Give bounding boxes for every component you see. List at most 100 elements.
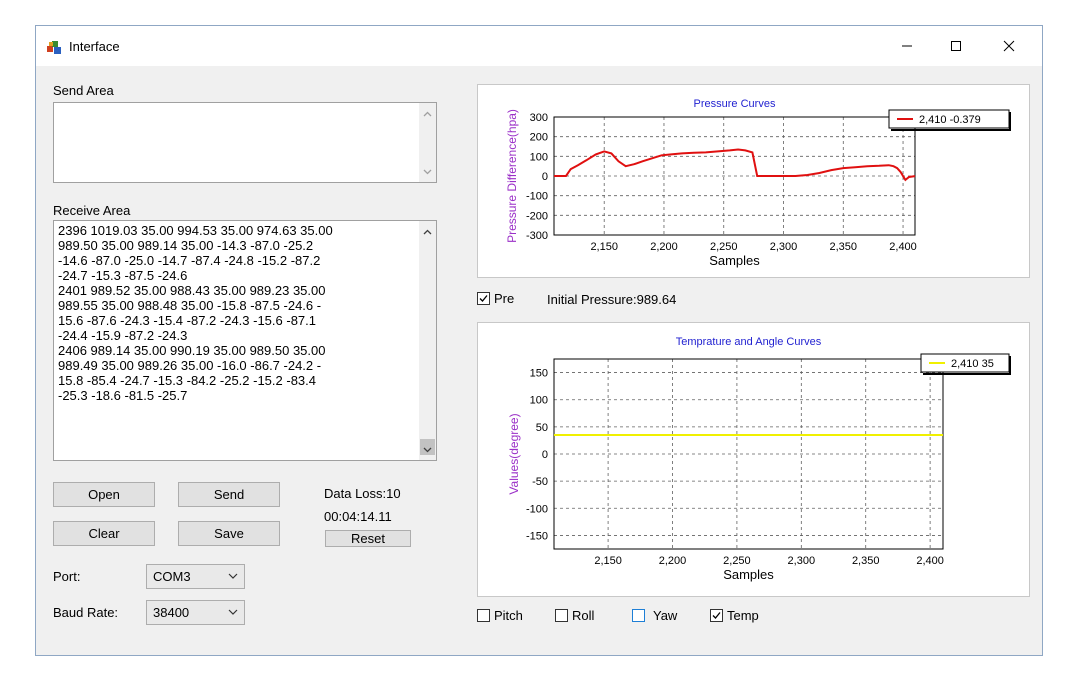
temp-checkbox[interactable]: Temp	[710, 608, 759, 623]
pressure-chart: Pressure Curves Pressure Difference(hpa) S…	[505, 98, 1011, 268]
y-tick-label: -100	[526, 191, 548, 203]
port-label: Port:	[53, 569, 81, 584]
temperature-chart-panel: Temprature and Angle Curves Values(degree…	[477, 322, 1030, 597]
send-area-label: Send Area	[53, 83, 114, 98]
x-tick-label: 2,250	[723, 555, 751, 567]
pre-checkbox-box[interactable]	[477, 292, 490, 305]
y-tick-label: -300	[526, 230, 548, 242]
chevron-down-icon	[228, 609, 238, 615]
pitch-checkbox-box[interactable]	[477, 609, 490, 622]
y-tick-label: 100	[530, 151, 548, 163]
receive-line: 2401 989.52 35.00 988.43 35.00 989.23 35…	[58, 283, 326, 298]
baud-rate-value: 38400	[153, 605, 190, 620]
x-tick-label: 2,300	[770, 241, 798, 253]
clear-button[interactable]: Clear	[53, 521, 155, 546]
pitch-checkbox-label: Pitch	[494, 608, 523, 623]
receive-line: -14.6 -87.0 -25.0 -14.7 -87.4 -24.8 -15.…	[58, 253, 321, 268]
roll-checkbox-label: Roll	[572, 608, 595, 623]
scroll-up-icon[interactable]	[419, 105, 436, 122]
baud-rate-label: Baud Rate:	[53, 605, 119, 620]
minimize-icon	[902, 45, 912, 47]
roll-checkbox[interactable]: Roll	[555, 608, 594, 623]
y-tick-label: 150	[530, 368, 548, 380]
receive-line: -24.7 -15.3 -87.5 -24.6	[58, 268, 188, 283]
temp-checkbox-box[interactable]	[710, 609, 723, 622]
chart-title: Pressure Curves	[694, 98, 776, 110]
data-loss-label: Data Loss:10	[324, 486, 401, 501]
y-tick-label: -100	[526, 503, 548, 515]
scroll-up-icon[interactable]	[419, 223, 436, 240]
receive-area-textbox[interactable]: 2396 1019.03 35.00 994.53 35.00 974.63 3…	[53, 220, 437, 461]
receive-line: 15.8 -85.4 -24.7 -15.3 -84.2 -25.2 -15.2…	[58, 373, 317, 388]
send-area-scrollbar[interactable]	[419, 103, 436, 182]
app-window: Interface Send Area Receive Area 2396 10…	[35, 25, 1043, 656]
temp-checkbox-label: Temp	[727, 608, 759, 623]
pre-checkbox[interactable]: Pre	[477, 291, 514, 306]
yaw-checkbox[interactable]: Yaw	[632, 608, 677, 623]
pre-checkbox-label: Pre	[494, 291, 515, 306]
chevron-down-icon	[228, 573, 238, 579]
y-tick-label: 100	[530, 395, 548, 407]
y-tick-label: 0	[542, 449, 548, 461]
x-tick-label: 2,350	[830, 241, 858, 253]
x-tick-label: 2,200	[659, 555, 687, 567]
x-tick-label: 2,300	[788, 555, 816, 567]
maximize-icon	[951, 41, 961, 51]
roll-checkbox-box[interactable]	[555, 609, 568, 622]
x-tick-label: 2,400	[889, 241, 917, 253]
save-button[interactable]: Save	[178, 521, 280, 546]
series-line	[554, 148, 916, 182]
initial-pressure-label: Initial Pressure:989.64	[547, 292, 677, 307]
yaw-checkbox-box[interactable]	[632, 609, 645, 622]
close-button[interactable]	[986, 30, 1032, 62]
open-button[interactable]: Open	[53, 482, 155, 507]
yaw-checkbox-label: Yaw	[653, 608, 678, 623]
receive-line: 2396 1019.03 35.00 994.53 35.00 974.63 3…	[58, 223, 333, 238]
x-tick-label: 2,150	[594, 555, 622, 567]
receive-line: -25.3 -18.6 -81.5 -25.7	[58, 388, 188, 403]
y-tick-label: -50	[532, 476, 548, 488]
legend: 2,410 -0.379	[888, 109, 1011, 131]
scroll-thumb[interactable]	[420, 439, 435, 455]
receive-line: 989.55 35.00 988.48 35.00 -15.8 -87.5 -2…	[58, 298, 322, 313]
receive-area-scrollbar[interactable]	[419, 221, 436, 460]
y-tick-label: 300	[530, 112, 548, 124]
plot-area	[553, 358, 944, 550]
pressure-chart-panel: Pressure Curves Pressure Difference(hpa) S…	[477, 84, 1030, 278]
y-axis-label: Values(degree)	[507, 413, 521, 494]
reset-button[interactable]: Reset	[325, 530, 411, 547]
x-tick-label: 2,150	[590, 241, 618, 253]
x-tick-label: 2,250	[710, 241, 738, 253]
port-value: COM3	[153, 569, 191, 584]
legend-label: 2,410 35	[951, 358, 994, 370]
pitch-checkbox[interactable]: Pitch	[477, 608, 523, 623]
app-icon	[47, 41, 61, 54]
close-icon	[1003, 40, 1015, 52]
temperature-angle-chart: Temprature and Angle Curves Values(degree…	[507, 336, 1011, 582]
maximize-button[interactable]	[933, 30, 979, 62]
minimize-button[interactable]	[884, 30, 930, 62]
send-area-input[interactable]	[53, 102, 437, 183]
x-axis-label: Samples	[723, 567, 774, 582]
chart-title: Temprature and Angle Curves	[676, 336, 822, 348]
y-tick-label: 200	[530, 132, 548, 144]
receive-line: 2406 989.14 35.00 990.19 35.00 989.50 35…	[58, 343, 326, 358]
scroll-down-icon[interactable]	[419, 163, 436, 180]
baud-rate-select[interactable]: 38400	[146, 600, 245, 625]
port-select[interactable]: COM3	[146, 564, 245, 589]
y-tick-label: -150	[526, 530, 548, 542]
y-tick-label: 0	[542, 171, 548, 183]
x-axis-label: Samples	[709, 253, 760, 268]
title-bar: Interface	[36, 26, 1042, 66]
legend: 2,410 35	[920, 353, 1011, 375]
send-button[interactable]: Send	[178, 482, 280, 507]
scroll-down-icon[interactable]	[419, 441, 436, 458]
y-tick-label: -200	[526, 210, 548, 222]
elapsed-time-label: 00:04:14.11	[324, 509, 392, 524]
x-tick-label: 2,400	[916, 555, 944, 567]
receive-line: 15.6 -87.6 -24.3 -15.4 -87.2 -24.3 -15.6…	[58, 313, 317, 328]
window-title: Interface	[69, 39, 120, 54]
x-tick-label: 2,350	[852, 555, 880, 567]
x-tick-label: 2,200	[650, 241, 678, 253]
receive-line: -24.4 -15.9 -87.2 -24.3	[58, 328, 188, 343]
